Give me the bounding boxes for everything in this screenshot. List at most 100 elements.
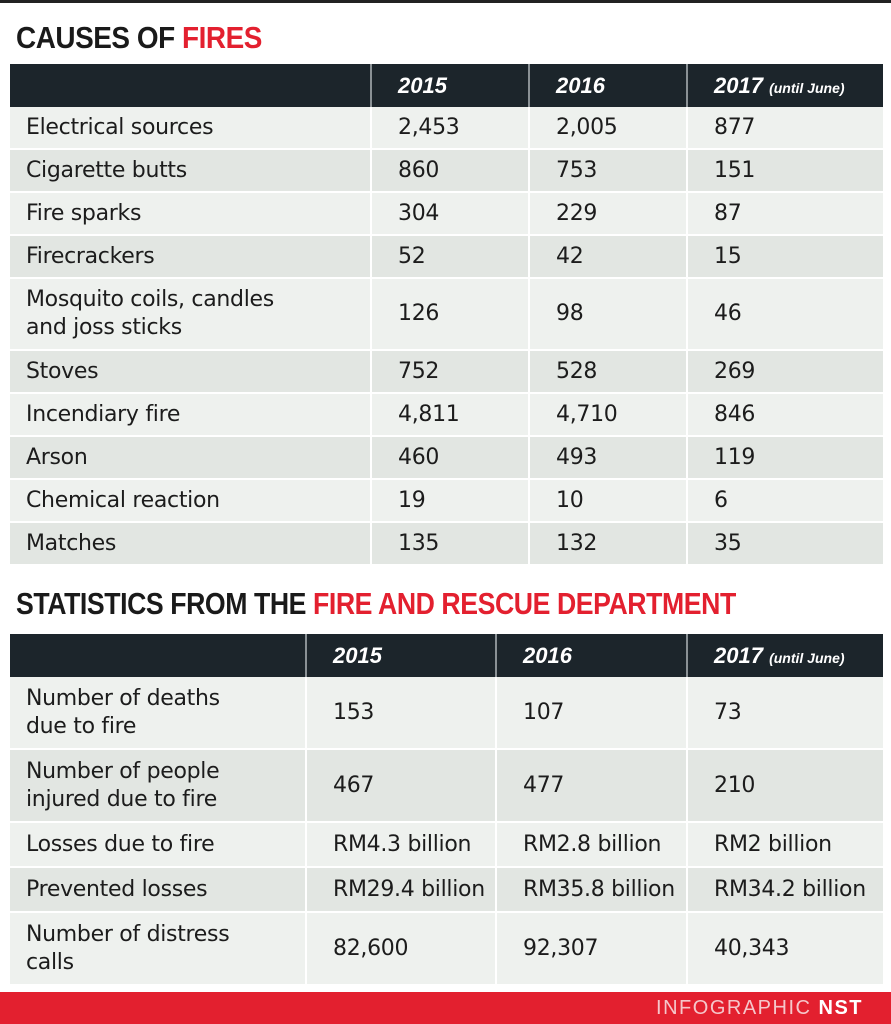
table-row: Number of deaths due to fire 153 107 73 — [10, 677, 883, 750]
cell-value: 52 — [370, 236, 528, 279]
table-row: Prevented losses RM29.4 billion RM35.8 bil… — [10, 868, 883, 913]
cell-value: RM2.8 billion — [495, 823, 686, 868]
column-header — [10, 64, 370, 107]
stats-table: 2015 2016 2017 (until June) Number of death… — [10, 634, 883, 986]
cell-value: 42 — [528, 236, 686, 279]
row-label: Number of people injured due to fire — [10, 750, 305, 823]
table-row: Losses due to fire RM4.3 billion RM2.8 bil… — [10, 823, 883, 868]
cell-value: 82,600 — [305, 913, 495, 986]
row-label: Chemical reaction — [10, 480, 370, 523]
cell-value: 126 — [370, 279, 528, 351]
cell-value: 304 — [370, 193, 528, 236]
row-label: Prevented losses — [10, 868, 305, 913]
cell-value: 98 — [528, 279, 686, 351]
causes-title-red: FIRES — [182, 20, 262, 55]
cell-value: RM29.4 billion — [305, 868, 495, 913]
cell-value: 119 — [686, 437, 883, 480]
header-year: 2015 — [398, 72, 447, 98]
cell-value: RM35.8 billion — [495, 868, 686, 913]
table-row: Arson 460 493 119 — [10, 437, 883, 480]
column-header: 2016 — [495, 634, 686, 677]
cell-value: 6 — [686, 480, 883, 523]
cell-value: RM34.2 billion — [686, 868, 883, 913]
cell-value: 19 — [370, 480, 528, 523]
cell-value: 4,811 — [370, 394, 528, 437]
causes-title: CAUSES OF FIRES — [16, 20, 262, 56]
row-label: Cigarette butts — [10, 150, 370, 193]
cell-value: 73 — [686, 677, 883, 750]
table-row: Number of people injured due to fire 467 4… — [10, 750, 883, 823]
stats-title-black: STATISTICS FROM THE — [16, 586, 313, 621]
table-row: Fire sparks 304 229 87 — [10, 193, 883, 236]
cell-value: 35 — [686, 523, 883, 566]
table-row: Incendiary fire 4,811 4,710 846 — [10, 394, 883, 437]
header-year: 2015 — [333, 642, 382, 668]
header-note: (until June) — [769, 649, 845, 666]
cell-value: 46 — [686, 279, 883, 351]
row-label: Matches — [10, 523, 370, 566]
table-row: Number of distress calls 82,600 92,307 40,3… — [10, 913, 883, 986]
cell-value: 151 — [686, 150, 883, 193]
cell-value: 2,005 — [528, 107, 686, 150]
column-header — [10, 634, 305, 677]
header-year: 2016 — [523, 642, 572, 668]
column-header: 2017 (until June) — [686, 634, 883, 677]
row-label: Number of deaths due to fire — [10, 677, 305, 750]
column-header: 2015 — [370, 64, 528, 107]
cell-value: 269 — [686, 351, 883, 394]
row-label: Fire sparks — [10, 193, 370, 236]
header-year: 2016 — [556, 72, 605, 98]
cell-value: 153 — [305, 677, 495, 750]
cell-value: 860 — [370, 150, 528, 193]
row-label: Arson — [10, 437, 370, 480]
cell-value: 15 — [686, 236, 883, 279]
cell-value: 846 — [686, 394, 883, 437]
stats-title: STATISTICS FROM THE FIRE AND RESCUE DEPA… — [16, 586, 736, 622]
causes-table: 2015 2016 2017 (until June) Electrical sour… — [10, 64, 883, 566]
footer-credit: INFOGRAPHIC NST — [0, 992, 891, 1024]
table-row: Chemical reaction 19 10 6 — [10, 480, 883, 523]
row-label: Mosquito coils, candles and joss sticks — [10, 279, 370, 351]
cell-value: RM2 billion — [686, 823, 883, 868]
footer-brand: NST — [818, 997, 863, 1019]
column-header: 2017 (until June) — [686, 64, 883, 107]
header-row: 2015 2016 2017 (until June) — [10, 64, 883, 107]
stats-title-red: FIRE AND RESCUE DEPARTMENT — [312, 586, 736, 621]
table-row: Firecrackers 52 42 15 — [10, 236, 883, 279]
cell-value: 132 — [528, 523, 686, 566]
header-year: 2017 — [714, 642, 763, 668]
cell-value: 467 — [305, 750, 495, 823]
row-label: Electrical sources — [10, 107, 370, 150]
cell-value: 528 — [528, 351, 686, 394]
cell-value: 135 — [370, 523, 528, 566]
table-row: Matches 135 132 35 — [10, 523, 883, 566]
cell-value: 87 — [686, 193, 883, 236]
cell-value: RM4.3 billion — [305, 823, 495, 868]
cell-value: 107 — [495, 677, 686, 750]
row-label: Firecrackers — [10, 236, 370, 279]
footer-prefix: INFOGRAPHIC — [656, 997, 819, 1019]
top-rule — [0, 0, 891, 3]
causes-title-black: CAUSES OF — [16, 20, 183, 55]
cell-value: 493 — [528, 437, 686, 480]
header-note: (until June) — [769, 79, 845, 96]
cell-value: 752 — [370, 351, 528, 394]
cell-value: 877 — [686, 107, 883, 150]
cell-value: 92,307 — [495, 913, 686, 986]
row-label: Number of distress calls — [10, 913, 305, 986]
table-row: Mosquito coils, candles and joss sticks 1… — [10, 279, 883, 351]
row-label: Stoves — [10, 351, 370, 394]
cell-value: 2,453 — [370, 107, 528, 150]
table-row: Electrical sources 2,453 2,005 877 — [10, 107, 883, 150]
column-header: 2016 — [528, 64, 686, 107]
cell-value: 229 — [528, 193, 686, 236]
cell-value: 477 — [495, 750, 686, 823]
header-row: 2015 2016 2017 (until June) — [10, 634, 883, 677]
cell-value: 460 — [370, 437, 528, 480]
row-label: Losses due to fire — [10, 823, 305, 868]
column-header: 2015 — [305, 634, 495, 677]
table-row: Cigarette butts 860 753 151 — [10, 150, 883, 193]
cell-value: 40,343 — [686, 913, 883, 986]
cell-value: 10 — [528, 480, 686, 523]
row-label: Incendiary fire — [10, 394, 370, 437]
